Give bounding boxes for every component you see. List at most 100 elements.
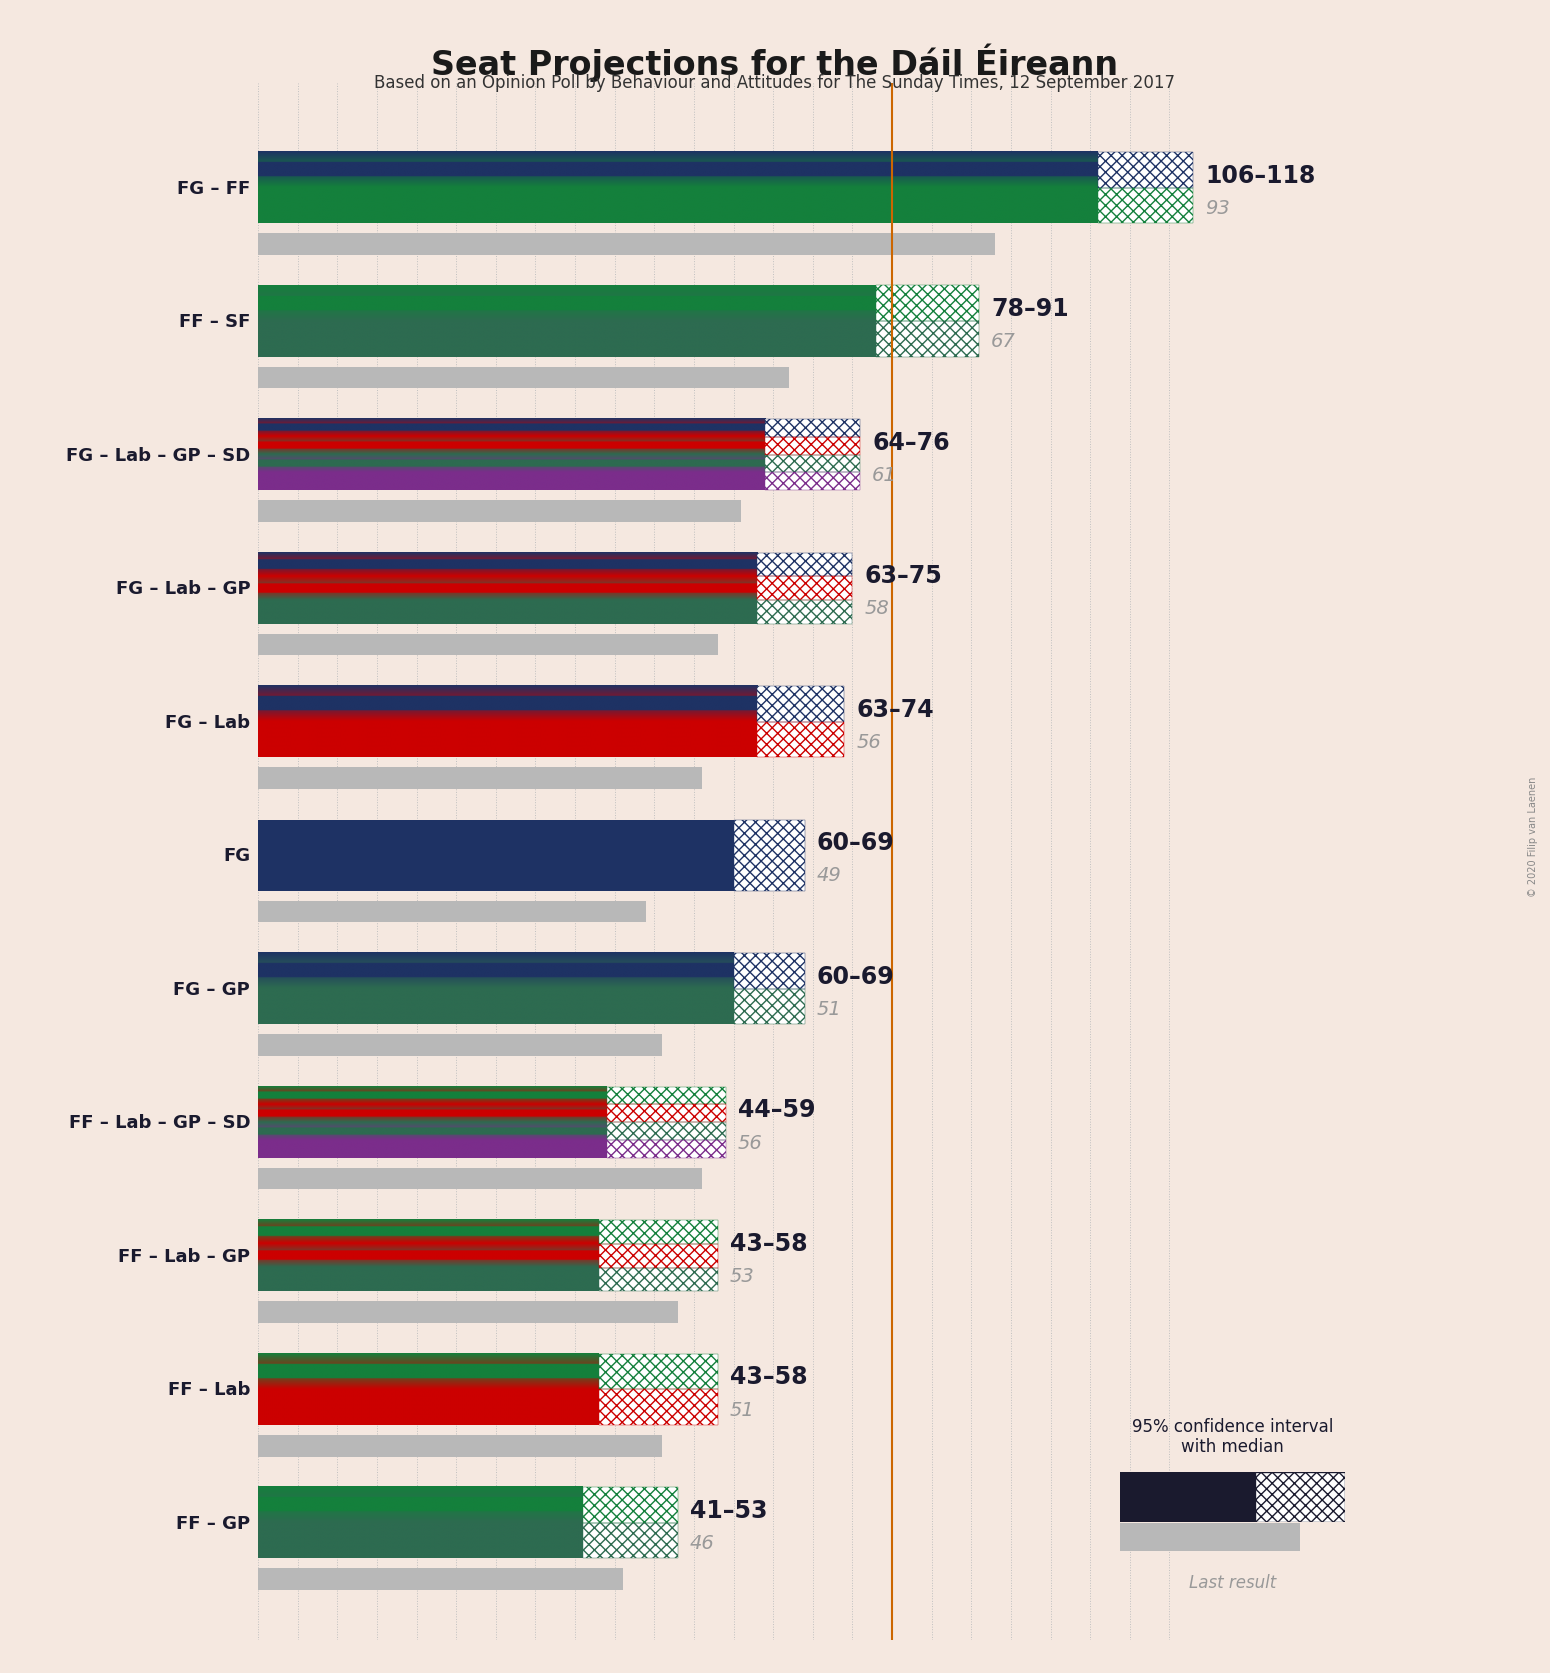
Bar: [733, 989, 804, 1024]
Bar: [259, 954, 733, 989]
Bar: [758, 601, 852, 624]
Bar: [1097, 152, 1194, 189]
Bar: [259, 1435, 662, 1457]
Text: 56: 56: [738, 1133, 763, 1151]
Text: FF – GP: FF – GP: [177, 1514, 250, 1532]
Bar: [606, 1104, 725, 1123]
Text: FG – Lab – GP: FG – Lab – GP: [116, 581, 250, 597]
Bar: [259, 1087, 606, 1104]
Text: Based on an Opinion Poll by Behaviour and Attitudes for The Sunday Times, 12 Sep: Based on an Opinion Poll by Behaviour an…: [375, 74, 1175, 92]
Bar: [259, 1220, 598, 1245]
Bar: [606, 1087, 725, 1104]
Bar: [259, 1353, 598, 1390]
Bar: [259, 455, 766, 473]
Bar: [259, 1522, 583, 1559]
Bar: [259, 152, 1097, 189]
Text: 60–69: 60–69: [817, 831, 894, 855]
Text: FG – Lab – GP – SD: FG – Lab – GP – SD: [67, 447, 250, 465]
Text: 58: 58: [865, 599, 890, 617]
Bar: [606, 1087, 725, 1158]
Text: FF – Lab: FF – Lab: [167, 1380, 250, 1399]
Bar: [259, 286, 876, 321]
Text: 78–91: 78–91: [990, 298, 1068, 321]
Text: 46: 46: [690, 1532, 715, 1553]
Text: FG: FG: [223, 847, 250, 865]
Bar: [598, 1353, 718, 1425]
Bar: [876, 286, 980, 321]
Bar: [733, 954, 804, 1024]
Text: 63–75: 63–75: [865, 564, 942, 587]
Text: 43–58: 43–58: [730, 1231, 808, 1255]
Text: 60–69: 60–69: [817, 964, 894, 989]
Bar: [766, 438, 860, 455]
Bar: [758, 723, 845, 758]
Bar: [583, 1487, 677, 1559]
Bar: [259, 554, 758, 577]
Bar: [766, 455, 860, 473]
Text: 61: 61: [873, 465, 897, 485]
Bar: [1119, 1472, 1254, 1522]
Bar: [758, 577, 852, 601]
Text: 95% confidence interval
with median: 95% confidence interval with median: [1132, 1417, 1333, 1456]
Text: 56: 56: [857, 733, 880, 751]
Text: 51: 51: [730, 1400, 755, 1419]
Bar: [598, 1220, 718, 1292]
Bar: [598, 1268, 718, 1292]
Bar: [259, 1390, 598, 1425]
Text: FF – Lab – GP – SD: FF – Lab – GP – SD: [68, 1114, 250, 1131]
Bar: [758, 554, 852, 624]
Bar: [259, 1268, 598, 1292]
Bar: [259, 1034, 662, 1056]
Bar: [766, 420, 860, 438]
Text: 63–74: 63–74: [857, 698, 935, 721]
Bar: [259, 601, 758, 624]
Text: 51: 51: [817, 999, 842, 1019]
Text: 44–59: 44–59: [738, 1097, 815, 1121]
Text: FG – FF: FG – FF: [177, 179, 250, 197]
Text: Seat Projections for the Dáil Éireann: Seat Projections for the Dáil Éireann: [431, 43, 1119, 82]
Text: 67: 67: [990, 333, 1015, 351]
Text: © 2020 Filip van Laenen: © 2020 Filip van Laenen: [1528, 776, 1538, 897]
Bar: [583, 1522, 677, 1559]
Text: 53: 53: [730, 1266, 755, 1285]
Text: Last result: Last result: [1189, 1573, 1276, 1591]
Bar: [259, 1104, 606, 1123]
Bar: [259, 420, 766, 438]
Text: 64–76: 64–76: [873, 430, 950, 455]
Bar: [766, 473, 860, 490]
Bar: [259, 1123, 606, 1141]
Bar: [259, 368, 789, 390]
Bar: [876, 286, 980, 358]
Text: FG – Lab: FG – Lab: [166, 713, 250, 731]
Bar: [606, 1123, 725, 1141]
Bar: [259, 820, 733, 892]
Bar: [259, 1168, 702, 1190]
Bar: [259, 577, 758, 601]
Bar: [259, 1568, 623, 1589]
Bar: [259, 321, 876, 358]
Text: 43–58: 43–58: [730, 1365, 808, 1389]
Bar: [1119, 1522, 1299, 1551]
Bar: [733, 820, 804, 892]
Bar: [259, 189, 1097, 224]
Bar: [259, 473, 766, 490]
Bar: [259, 500, 741, 522]
Bar: [259, 438, 766, 455]
Text: 49: 49: [817, 867, 842, 885]
Bar: [1097, 152, 1194, 224]
Bar: [758, 686, 845, 758]
Bar: [758, 554, 852, 577]
Bar: [733, 954, 804, 989]
Bar: [259, 989, 733, 1024]
Bar: [606, 1141, 725, 1158]
Bar: [758, 686, 845, 723]
Bar: [259, 1141, 606, 1158]
Bar: [1254, 1472, 1345, 1522]
Text: 41–53: 41–53: [690, 1497, 767, 1522]
Text: FF – SF: FF – SF: [178, 313, 250, 331]
Bar: [259, 1487, 583, 1522]
Text: FF – Lab – GP: FF – Lab – GP: [118, 1246, 250, 1265]
Bar: [1097, 189, 1194, 224]
Bar: [598, 1220, 718, 1245]
Text: 106–118: 106–118: [1204, 164, 1316, 187]
